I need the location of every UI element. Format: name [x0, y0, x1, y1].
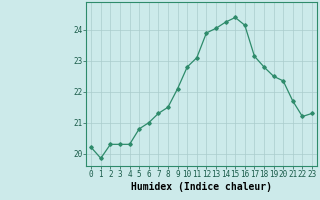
X-axis label: Humidex (Indice chaleur): Humidex (Indice chaleur): [131, 182, 272, 192]
